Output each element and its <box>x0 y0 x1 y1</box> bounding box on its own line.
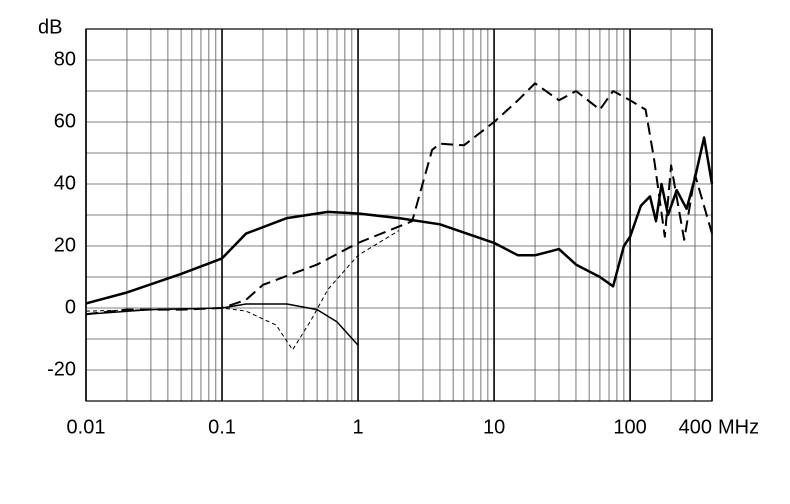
data-line <box>85 136 714 305</box>
y-tick-label: 0 <box>65 296 76 318</box>
x-tick-label: 0.1 <box>208 416 236 438</box>
data-line <box>85 82 713 316</box>
x-tick-label: 10 <box>483 416 505 438</box>
y-tick-label: 80 <box>54 48 76 70</box>
x-tick-label: 0.01 <box>67 416 106 438</box>
y-tick-label: -20 <box>47 358 76 380</box>
x-unit: MHz <box>718 416 759 438</box>
y-unit: dB <box>38 16 62 38</box>
plot-frame <box>85 28 713 402</box>
x-tick-label: 1 <box>352 416 363 438</box>
y-tick-label: 40 <box>54 172 76 194</box>
data-line <box>85 303 359 346</box>
y-tick-label: 60 <box>54 110 76 132</box>
x-tick-label: 100 <box>613 416 646 438</box>
y-tick-label: 20 <box>54 234 76 256</box>
x-tick-label: 400 <box>679 416 712 438</box>
